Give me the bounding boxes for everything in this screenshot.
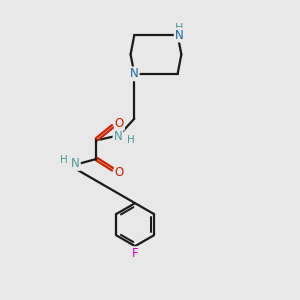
Text: O: O <box>115 166 124 179</box>
Text: O: O <box>115 117 124 130</box>
Text: H: H <box>175 23 183 34</box>
Text: N: N <box>130 68 139 80</box>
Text: N: N <box>113 130 122 143</box>
Text: N: N <box>175 28 184 41</box>
Text: H: H <box>60 155 68 166</box>
Text: F: F <box>132 247 138 260</box>
Text: H: H <box>127 134 134 145</box>
Text: N: N <box>71 157 80 170</box>
